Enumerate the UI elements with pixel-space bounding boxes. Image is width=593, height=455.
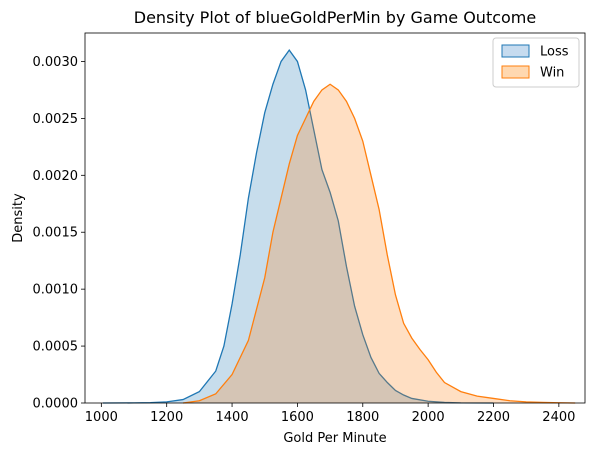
x-tick-label: 2000 — [412, 410, 445, 425]
x-tick-label: 2200 — [477, 410, 510, 425]
x-tick-label: 2400 — [542, 410, 575, 425]
legend-swatch-win — [501, 65, 530, 79]
y-axis-label: Density — [11, 193, 26, 243]
y-tick-label: 0.0015 — [33, 226, 79, 241]
y-tick-label: 0.0005 — [33, 340, 79, 355]
y-tick-label: 0.0030 — [33, 55, 79, 70]
legend-items: Loss Win — [501, 44, 569, 81]
legend-label-win: Win — [540, 66, 564, 81]
series-layer — [102, 48, 576, 404]
series-area-loss — [102, 50, 494, 403]
x-tick-label: 1400 — [216, 410, 249, 425]
y-tick-label: 0.0000 — [33, 397, 79, 412]
x-axis-label: Gold Per Minute — [283, 431, 386, 446]
plot-frame — [84, 32, 586, 404]
chart-title: Density Plot of blueGoldPerMin by Game O… — [134, 8, 536, 27]
legend-label-loss: Loss — [540, 45, 569, 60]
series-line-win — [182, 83, 576, 404]
y-axis-ticks: 0.0000 0.0005 0.0010 0.0015 0.0020 0.0025 0.00… — [33, 55, 85, 412]
legend: Loss Win — [492, 37, 580, 88]
y-tick-label: 0.0025 — [33, 112, 79, 127]
x-tick-label: 1600 — [281, 410, 314, 425]
series-area-win — [183, 84, 576, 403]
y-tick-label: 0.0010 — [33, 283, 79, 298]
legend-swatch-loss — [501, 44, 530, 58]
x-tick-label: 1200 — [150, 410, 183, 425]
x-axis-ticks: 1000 1200 1400 1600 1800 2000 2200 2400 — [85, 403, 575, 425]
series-line-loss — [102, 48, 494, 404]
x-tick-label: 1000 — [85, 410, 118, 425]
y-tick-label: 0.0020 — [33, 169, 79, 184]
x-tick-label: 1800 — [346, 410, 379, 425]
